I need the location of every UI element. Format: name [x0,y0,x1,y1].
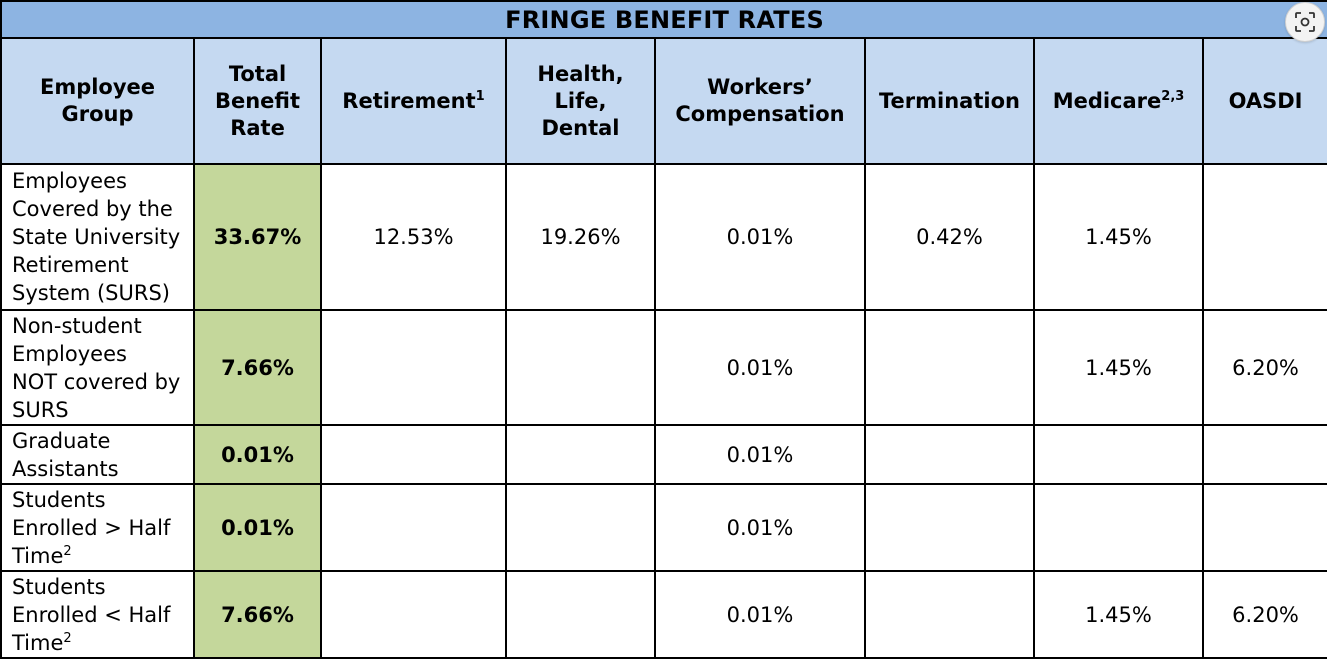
header-line: Retirement [342,88,476,113]
oasdi-cell: 6.20% [1201,570,1327,659]
group-line: Time [12,630,64,655]
employee-group-cell: Employees Covered by the State Universit… [0,163,195,311]
group-line: Employees [12,341,127,366]
medicare-cell [1033,483,1204,572]
table-row: Graduate Assistants 0.01% 0.01% [0,424,1327,485]
workers-comp-cell: 0.01% [654,309,866,426]
group-line: Students [12,487,106,512]
header-health-life-dental: Health, Life, Dental [505,37,656,165]
header-line: OASDI [1228,88,1303,113]
retirement-cell [320,424,507,485]
termination-cell: 0.42% [864,163,1035,311]
header-line: Termination [879,88,1020,113]
termination-cell [864,424,1035,485]
header-line: Total [228,61,287,86]
medicare-cell: 1.45% [1033,570,1204,659]
table-row: Students Enrolled < Half Time2 7.66% 0.0… [0,570,1327,659]
total-rate-cell: 7.66% [193,309,322,426]
group-line: NOT covered by [12,369,181,394]
group-line: Students [12,574,106,599]
header-line: Dental [541,115,620,140]
total-rate-cell: 7.66% [193,570,322,659]
header-line: Workers’ [707,75,813,99]
employee-group-cell: Non-student Employees NOT covered by SUR… [0,309,195,426]
group-line: Retirement [12,253,129,277]
header-medicare: Medicare2,3 [1033,37,1204,165]
total-rate-cell: 0.01% [193,483,322,572]
footnote-marker: 2,3 [1161,88,1185,104]
medicare-cell: 1.45% [1033,309,1204,426]
oasdi-cell [1201,424,1327,485]
visual-search-button[interactable] [1285,2,1325,42]
header-line: Benefit [214,88,301,113]
employee-group-cell: Students Enrolled < Half Time2 [0,570,195,659]
group-line: Time [12,543,64,568]
header-employee-group: Employee Group [0,37,195,165]
group-line: Graduate [12,428,111,453]
header-retirement: Retirement1 [320,37,507,165]
termination-cell [864,483,1035,572]
termination-cell [864,570,1035,659]
footnote-marker: 2 [63,543,72,559]
oasdi-cell [1201,163,1327,311]
header-line: Life, [554,88,607,113]
medicare-cell [1033,424,1204,485]
retirement-cell: 12.53% [320,163,507,311]
header-line: Health, [537,61,624,86]
group-line: Enrolled < Half [12,602,171,627]
medicare-cell: 1.45% [1033,163,1204,311]
oasdi-cell: 6.20% [1201,309,1327,426]
header-row: Employee Group Total Benefit Rate Retire… [0,37,1327,165]
header-line: Employee [39,75,156,99]
header-line: Compensation [675,102,845,126]
header-line: Medicare [1052,88,1162,113]
group-line: SURS [12,397,69,422]
group-line: Non-student [12,313,142,338]
visual-search-icon [1295,12,1315,32]
footnote-marker: 1 [475,88,485,104]
workers-comp-cell: 0.01% [654,570,866,659]
oasdi-cell [1201,483,1327,572]
group-line: Covered by the [12,197,173,221]
header-line: Rate [230,115,285,140]
group-line: Assistants [12,456,119,481]
workers-comp-cell: 0.01% [654,163,866,311]
group-line: System (SURS) [12,281,170,305]
retirement-cell [320,483,507,572]
group-line: State University [12,225,181,249]
health-cell: 19.26% [505,163,656,311]
group-line: Employees [12,169,127,193]
employee-group-cell: Graduate Assistants [0,424,195,485]
header-termination: Termination [864,37,1035,165]
retirement-cell [320,570,507,659]
total-rate-cell: 0.01% [193,424,322,485]
header-workers-compensation: Workers’ Compensation [654,37,866,165]
group-line: Enrolled > Half [12,515,171,540]
termination-cell [864,309,1035,426]
footnote-marker: 2 [63,630,72,646]
header-line: Group [61,102,134,126]
health-cell [505,570,656,659]
employee-group-cell: Students Enrolled > Half Time2 [0,483,195,572]
retirement-cell [320,309,507,426]
health-cell [505,483,656,572]
workers-comp-cell: 0.01% [654,424,866,485]
header-total-benefit-rate: Total Benefit Rate [193,37,322,165]
table-row: Students Enrolled > Half Time2 0.01% 0.0… [0,483,1327,572]
table-row: Employees Covered by the State Universit… [0,163,1327,311]
header-oasdi: OASDI [1201,37,1327,165]
total-rate-cell: 33.67% [193,163,322,311]
workers-comp-cell: 0.01% [654,483,866,572]
table-title: FRINGE BENEFIT RATES [0,0,1327,39]
health-cell [505,309,656,426]
health-cell [505,424,656,485]
table-row: Non-student Employees NOT covered by SUR… [0,309,1327,426]
